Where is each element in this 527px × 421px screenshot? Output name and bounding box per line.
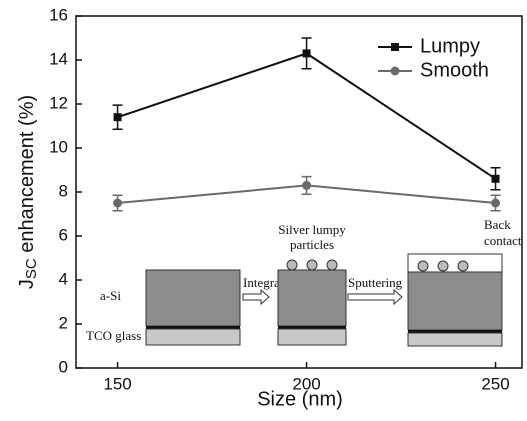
marker	[491, 174, 500, 183]
glass-layer	[145, 328, 241, 346]
glass-layer	[277, 328, 347, 346]
particle	[437, 260, 449, 272]
legend-label: Smooth	[420, 59, 489, 81]
particle	[457, 260, 469, 272]
glass-layer	[407, 332, 503, 347]
legend-label: Lumpy	[420, 35, 480, 57]
marker	[302, 49, 311, 58]
label-tco: TCO glass	[86, 328, 141, 343]
label-contact: Back	[484, 217, 511, 232]
particle	[306, 259, 318, 271]
label-particles: Silver lumpy	[278, 222, 346, 237]
a-si-layer	[277, 269, 347, 327]
y-tick-label: 6	[59, 225, 68, 244]
inset: a-Si TCO glass Integration Silver lumpy …	[86, 217, 522, 347]
y-tick-label: 12	[49, 93, 68, 112]
x-tick-label: 150	[103, 374, 131, 393]
label-particles: particles	[290, 237, 334, 252]
y-tick-label: 16	[49, 5, 68, 24]
a-si-layer	[145, 269, 241, 327]
legend-marker	[391, 43, 399, 51]
label-a-si: a-Si	[100, 288, 121, 303]
marker	[491, 198, 501, 208]
y-label-sub: SC	[23, 258, 40, 279]
marker	[113, 198, 123, 208]
interface	[146, 326, 240, 329]
y-axis-label: JSC enhancement (%)	[16, 95, 40, 289]
arrow	[242, 288, 270, 306]
marker	[302, 180, 312, 190]
y-tick-label: 14	[49, 49, 68, 68]
y-tick-label: 4	[59, 269, 68, 288]
y-tick-label: 8	[59, 181, 68, 200]
label-contact: contact	[484, 233, 522, 248]
particle	[326, 259, 338, 271]
x-tick-label: 200	[292, 374, 320, 393]
arrow	[347, 288, 403, 306]
y-tick-label: 2	[59, 313, 68, 332]
y-label-main: J	[16, 279, 38, 289]
particle	[286, 259, 298, 271]
legend-marker	[390, 66, 400, 76]
y-label-rest: enhancement (%)	[16, 95, 38, 258]
x-tick-label: 250	[481, 374, 509, 393]
marker	[113, 113, 122, 122]
interface	[408, 330, 502, 333]
particle	[417, 260, 429, 272]
y-tick-label: 0	[59, 357, 68, 376]
y-tick-label: 10	[49, 137, 68, 156]
interface	[278, 326, 346, 329]
a-si-layer	[407, 271, 503, 331]
x-axis-label: Size (nm)	[257, 388, 343, 410]
label-sputtering: Sputtering	[348, 275, 403, 290]
